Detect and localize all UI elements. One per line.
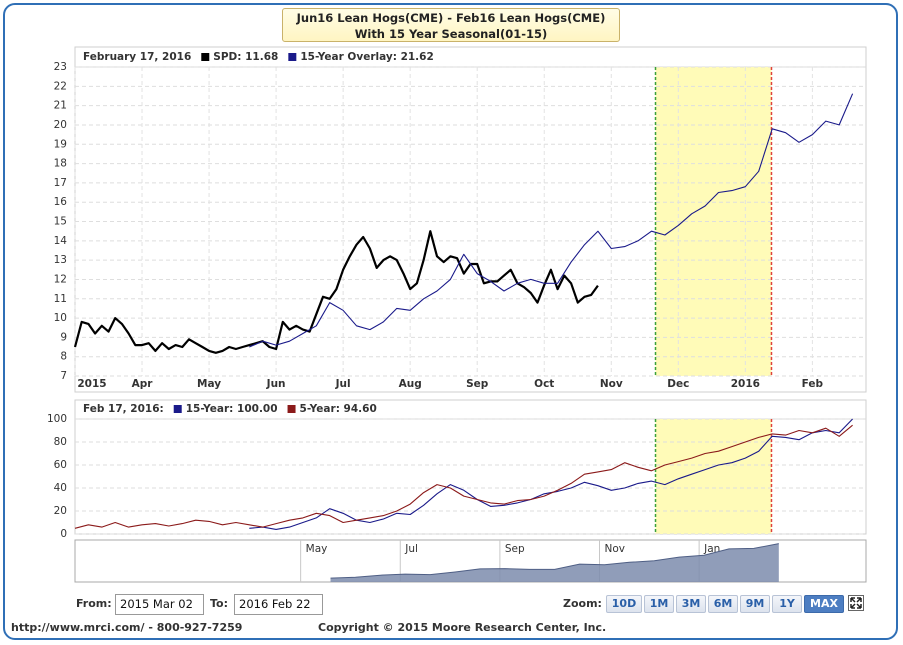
legend-title: Feb 17, 2016: xyxy=(83,403,164,415)
y-tick-label: 0 xyxy=(60,528,67,540)
to-input[interactable]: 2016 Feb 22 xyxy=(234,594,323,615)
fullscreen-icon[interactable] xyxy=(848,595,864,611)
legend-swatch xyxy=(201,53,210,61)
y-tick-label: 9 xyxy=(60,331,67,343)
y-tick-label: 15 xyxy=(54,216,67,228)
y-tick-label: 11 xyxy=(54,293,67,305)
x-tick-label: Oct xyxy=(534,378,554,390)
zoom-button[interactable]: 1M xyxy=(644,595,674,613)
highlight-band xyxy=(655,419,772,534)
y-tick-label: 10 xyxy=(54,312,67,324)
y-tick-label: 23 xyxy=(54,61,67,73)
zoom-button[interactable]: 9M xyxy=(740,595,770,613)
series-line xyxy=(249,418,853,530)
y-tick-label: 18 xyxy=(54,158,67,170)
x-tick-label: Jun xyxy=(266,378,286,390)
y-tick-label: 21 xyxy=(54,100,67,112)
x-tick-label: May xyxy=(306,543,328,555)
legend-item: SPD: 11.68 xyxy=(213,51,278,63)
x-tick-label: Feb xyxy=(802,378,824,390)
x-tick-label: Sep xyxy=(505,543,525,555)
y-tick-label: 100 xyxy=(47,413,67,425)
y-tick-label: 8 xyxy=(60,351,67,363)
footer-contact: http://www.mrci.com/ - 800-927-7259 xyxy=(11,621,243,634)
zoom-button[interactable]: 3M xyxy=(676,595,706,613)
legend-title: February 17, 2016 xyxy=(83,51,191,63)
y-tick-label: 16 xyxy=(54,196,68,208)
y-tick-label: 19 xyxy=(54,138,67,150)
legend-swatch xyxy=(173,405,182,413)
zoom-button[interactable]: 1Y xyxy=(772,595,802,613)
x-tick-label: May xyxy=(197,378,221,390)
x-tick-label: Nov xyxy=(600,378,623,390)
fullscreen-glyph xyxy=(850,597,862,609)
zoom-button[interactable]: 6M xyxy=(708,595,738,613)
x-tick-label: Nov xyxy=(605,543,626,555)
zoom-button[interactable]: 10D xyxy=(606,595,642,613)
x-tick-label: Jul xyxy=(404,543,418,555)
zoom-label: Zoom: xyxy=(563,597,602,610)
title: Jun16 Lean Hogs(CME) - Feb16 Lean Hogs(C… xyxy=(296,11,606,25)
x-tick-label: Apr xyxy=(132,378,154,390)
series-line xyxy=(74,424,853,529)
legend-swatch xyxy=(288,53,297,61)
x-tick-label: Aug xyxy=(399,378,422,390)
y-tick-label: 60 xyxy=(54,459,67,471)
zoom-button[interactable]: MAX xyxy=(804,595,844,613)
x-tick-label: 2015 xyxy=(77,378,106,390)
frame xyxy=(3,3,898,640)
area-line xyxy=(330,543,779,579)
legend-item: 15-Year: 100.00 xyxy=(186,403,278,415)
y-tick-label: 22 xyxy=(54,80,67,92)
y-tick-label: 80 xyxy=(54,436,67,448)
from-label: From: xyxy=(76,597,112,610)
y-tick-label: 14 xyxy=(54,235,68,247)
title-box: Jun16 Lean Hogs(CME) - Feb16 Lean Hogs(C… xyxy=(282,8,620,42)
y-tick-label: 20 xyxy=(54,119,67,131)
from-input[interactable]: 2015 Mar 02 xyxy=(115,594,204,615)
legend-swatch xyxy=(287,405,296,413)
series-line xyxy=(249,93,854,348)
series-line xyxy=(73,230,599,354)
legend-item: 5-Year: 94.60 xyxy=(300,403,377,415)
to-label: To: xyxy=(210,597,228,610)
area-fill xyxy=(330,543,779,582)
x-tick-label: Jul xyxy=(335,378,351,390)
y-tick-label: 7 xyxy=(60,370,67,382)
x-tick-label: Sep xyxy=(466,378,489,390)
x-tick-label: 2016 xyxy=(731,378,760,390)
y-tick-label: 40 xyxy=(54,482,67,494)
y-tick-label: 13 xyxy=(54,254,67,266)
y-tick-label: 17 xyxy=(54,177,67,189)
y-tick-label: 20 xyxy=(54,505,67,517)
subtitle: With 15 Year Seasonal(01-15) xyxy=(354,27,548,41)
footer-copyright: Copyright © 2015 Moore Research Center, … xyxy=(318,621,607,634)
y-tick-label: 12 xyxy=(54,273,67,285)
x-tick-label: Dec xyxy=(667,378,689,390)
legend-item: 15-Year Overlay: 21.62 xyxy=(300,51,433,63)
